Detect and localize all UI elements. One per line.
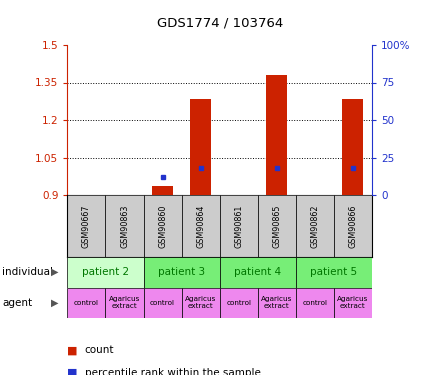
Text: control: control <box>74 300 99 306</box>
Bar <box>257 288 295 318</box>
Bar <box>67 288 105 318</box>
Text: Agaricus
extract: Agaricus extract <box>108 297 140 309</box>
Bar <box>342 99 362 195</box>
Bar <box>295 257 371 288</box>
Text: GSM90866: GSM90866 <box>348 204 357 248</box>
Bar <box>190 99 210 195</box>
Text: patient 5: patient 5 <box>309 267 357 277</box>
Text: control: control <box>226 300 250 306</box>
Bar <box>152 186 173 195</box>
Text: GSM90860: GSM90860 <box>158 204 167 248</box>
Bar <box>143 195 181 257</box>
Text: agent: agent <box>2 298 32 308</box>
Text: percentile rank within the sample: percentile rank within the sample <box>85 368 260 375</box>
Text: ■: ■ <box>67 368 78 375</box>
Bar <box>295 195 333 257</box>
Bar <box>219 288 257 318</box>
Text: control: control <box>302 300 326 306</box>
Text: ■: ■ <box>67 345 78 355</box>
Bar <box>181 288 219 318</box>
Text: count: count <box>85 345 114 355</box>
Bar <box>219 195 257 257</box>
Bar <box>295 288 333 318</box>
Text: patient 3: patient 3 <box>158 267 205 277</box>
Text: ▶: ▶ <box>51 298 59 308</box>
Bar <box>143 288 181 318</box>
Bar <box>181 195 219 257</box>
Text: control: control <box>150 300 174 306</box>
Bar <box>266 75 286 195</box>
Bar <box>143 257 219 288</box>
Bar <box>67 195 105 257</box>
Bar <box>257 195 295 257</box>
Text: GSM90862: GSM90862 <box>309 204 319 248</box>
Text: Agaricus
extract: Agaricus extract <box>184 297 216 309</box>
Text: GSM90865: GSM90865 <box>272 204 281 248</box>
Text: individual: individual <box>2 267 53 277</box>
Text: GSM90861: GSM90861 <box>233 204 243 248</box>
Text: patient 4: patient 4 <box>233 267 281 277</box>
Bar <box>105 288 143 318</box>
Text: GSM90864: GSM90864 <box>196 204 205 248</box>
Bar <box>333 288 371 318</box>
Text: ▶: ▶ <box>51 267 59 277</box>
Bar <box>105 195 143 257</box>
Bar <box>333 195 371 257</box>
Text: GSM90863: GSM90863 <box>120 204 129 248</box>
Bar <box>219 257 295 288</box>
Text: GSM90667: GSM90667 <box>82 204 91 248</box>
Text: patient 2: patient 2 <box>82 267 129 277</box>
Text: GDS1774 / 103764: GDS1774 / 103764 <box>156 17 282 30</box>
Bar <box>67 257 143 288</box>
Text: Agaricus
extract: Agaricus extract <box>336 297 368 309</box>
Text: Agaricus
extract: Agaricus extract <box>260 297 292 309</box>
